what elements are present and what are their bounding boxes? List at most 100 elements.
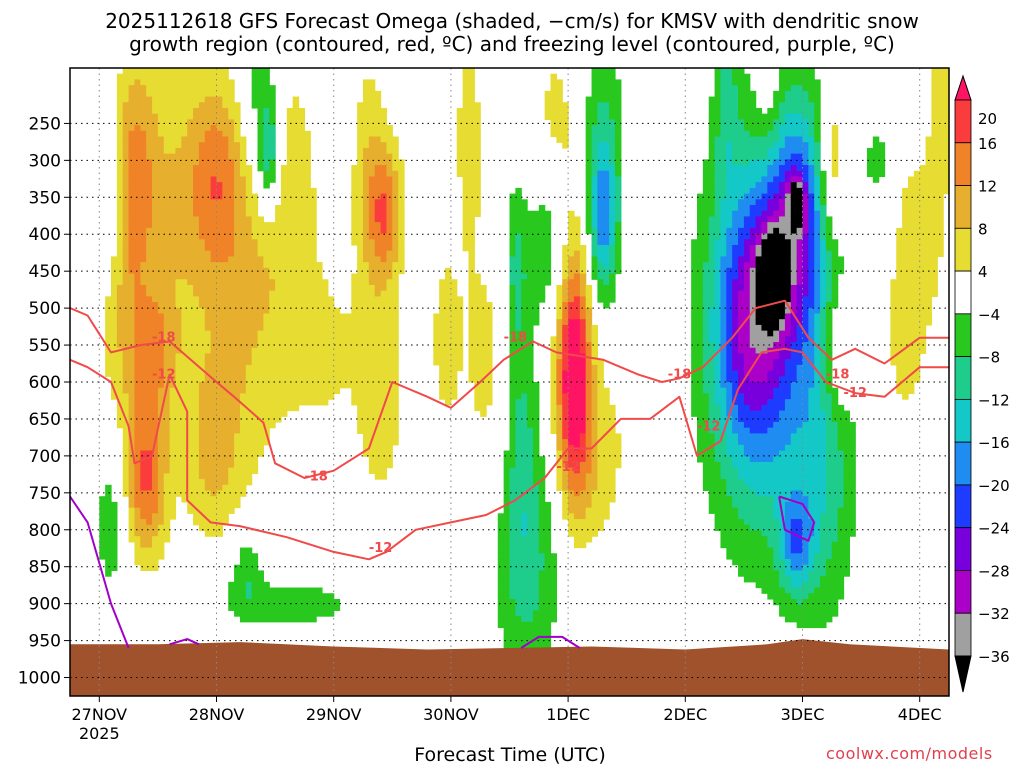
omega-cell — [351, 290, 358, 297]
omega-cell — [269, 239, 276, 246]
omega-cell — [239, 347, 247, 355]
omega-cell — [368, 336, 376, 343]
omega-cell — [234, 439, 241, 446]
omega-cell — [609, 439, 616, 446]
omega-cell — [116, 273, 124, 280]
omega-cell — [591, 233, 598, 240]
omega-cell — [515, 250, 522, 257]
omega-cell — [720, 142, 727, 149]
omega-cell — [585, 387, 593, 395]
omega-cell — [122, 250, 130, 257]
omega-cell — [111, 324, 118, 332]
omega-cell — [134, 85, 141, 92]
omega-cell — [222, 456, 229, 463]
omega-cell — [181, 107, 188, 115]
omega-cell — [298, 227, 305, 235]
omega-cell — [351, 324, 358, 332]
omega-cell — [568, 330, 575, 337]
omega-cell — [239, 387, 247, 395]
omega-cell — [544, 501, 552, 509]
omega-cell — [204, 73, 212, 81]
omega-cell — [134, 433, 141, 440]
omega-cell — [368, 399, 376, 406]
omega-cell — [157, 553, 165, 560]
omega-cell — [562, 273, 569, 280]
omega-cell — [111, 376, 118, 383]
omega-cell — [122, 85, 130, 92]
omega-cell — [187, 159, 194, 166]
omega-cell — [152, 79, 159, 86]
omega-cell — [708, 473, 716, 480]
omega-cell — [292, 273, 300, 280]
omega-cell — [140, 96, 147, 103]
omega-cell — [697, 302, 704, 309]
omega-cell — [181, 490, 188, 497]
omega-cell — [585, 187, 593, 195]
omega-cell — [152, 307, 159, 315]
omega-cell — [111, 319, 118, 326]
omega-cell — [234, 136, 241, 143]
omega-cell — [175, 239, 182, 246]
omega-cell — [368, 79, 376, 86]
omega-cell — [603, 119, 610, 126]
omega-cell — [128, 142, 136, 149]
omega-cell — [708, 130, 716, 138]
omega-cell — [210, 107, 218, 115]
omega-cell — [515, 473, 522, 480]
omega-cell — [263, 587, 270, 594]
omega-cell — [198, 244, 206, 252]
omega-cell — [714, 210, 722, 218]
omega-cell — [591, 250, 598, 257]
omega-cell — [521, 439, 528, 446]
omega-cell — [327, 324, 335, 332]
omega-cell — [275, 210, 282, 218]
omega-cell — [245, 450, 253, 457]
omega-cell — [321, 387, 329, 395]
omega-cell — [433, 342, 440, 349]
omega-cell — [257, 216, 264, 223]
omega-cell — [105, 307, 112, 315]
omega-cell — [527, 439, 534, 446]
omega-cell — [550, 382, 557, 389]
omega-cell — [228, 353, 235, 360]
omega-cell — [579, 370, 587, 377]
omega-cell — [234, 359, 241, 366]
omega-cell — [146, 364, 153, 372]
omega-cell — [357, 296, 364, 303]
omega-cell — [239, 216, 247, 223]
omega-cell — [298, 302, 305, 309]
omega-cell — [562, 244, 569, 252]
omega-cell — [380, 399, 388, 406]
omega-cell — [374, 342, 382, 349]
omega-cell — [228, 302, 235, 309]
omega-cell — [609, 410, 616, 417]
omega-cell — [216, 142, 223, 149]
omega-cell — [175, 199, 182, 206]
omega-cell — [228, 182, 235, 189]
omega-cell — [708, 353, 716, 360]
omega-cell — [157, 216, 165, 223]
omega-cell — [234, 142, 241, 149]
omega-cell — [210, 113, 218, 120]
omega-cell — [474, 136, 481, 143]
omega-cell — [239, 210, 247, 218]
omega-cell — [234, 364, 241, 372]
omega-cell — [163, 490, 171, 497]
omega-cell — [245, 193, 253, 200]
omega-cell — [216, 530, 223, 537]
omega-cell — [333, 359, 341, 366]
omega-cell — [286, 125, 294, 132]
omega-cell — [585, 376, 593, 383]
omega-cell — [708, 444, 716, 452]
omega-cell — [316, 284, 323, 292]
omega-cell — [269, 598, 276, 606]
omega-cell — [122, 233, 130, 240]
omega-cell — [591, 199, 598, 206]
omega-cell — [691, 284, 698, 292]
omega-cell — [544, 239, 552, 246]
omega-cell — [468, 96, 475, 103]
omega-cell — [445, 347, 452, 355]
omega-cell — [204, 250, 212, 257]
omega-cell — [597, 364, 604, 372]
omega-cell — [216, 193, 223, 200]
